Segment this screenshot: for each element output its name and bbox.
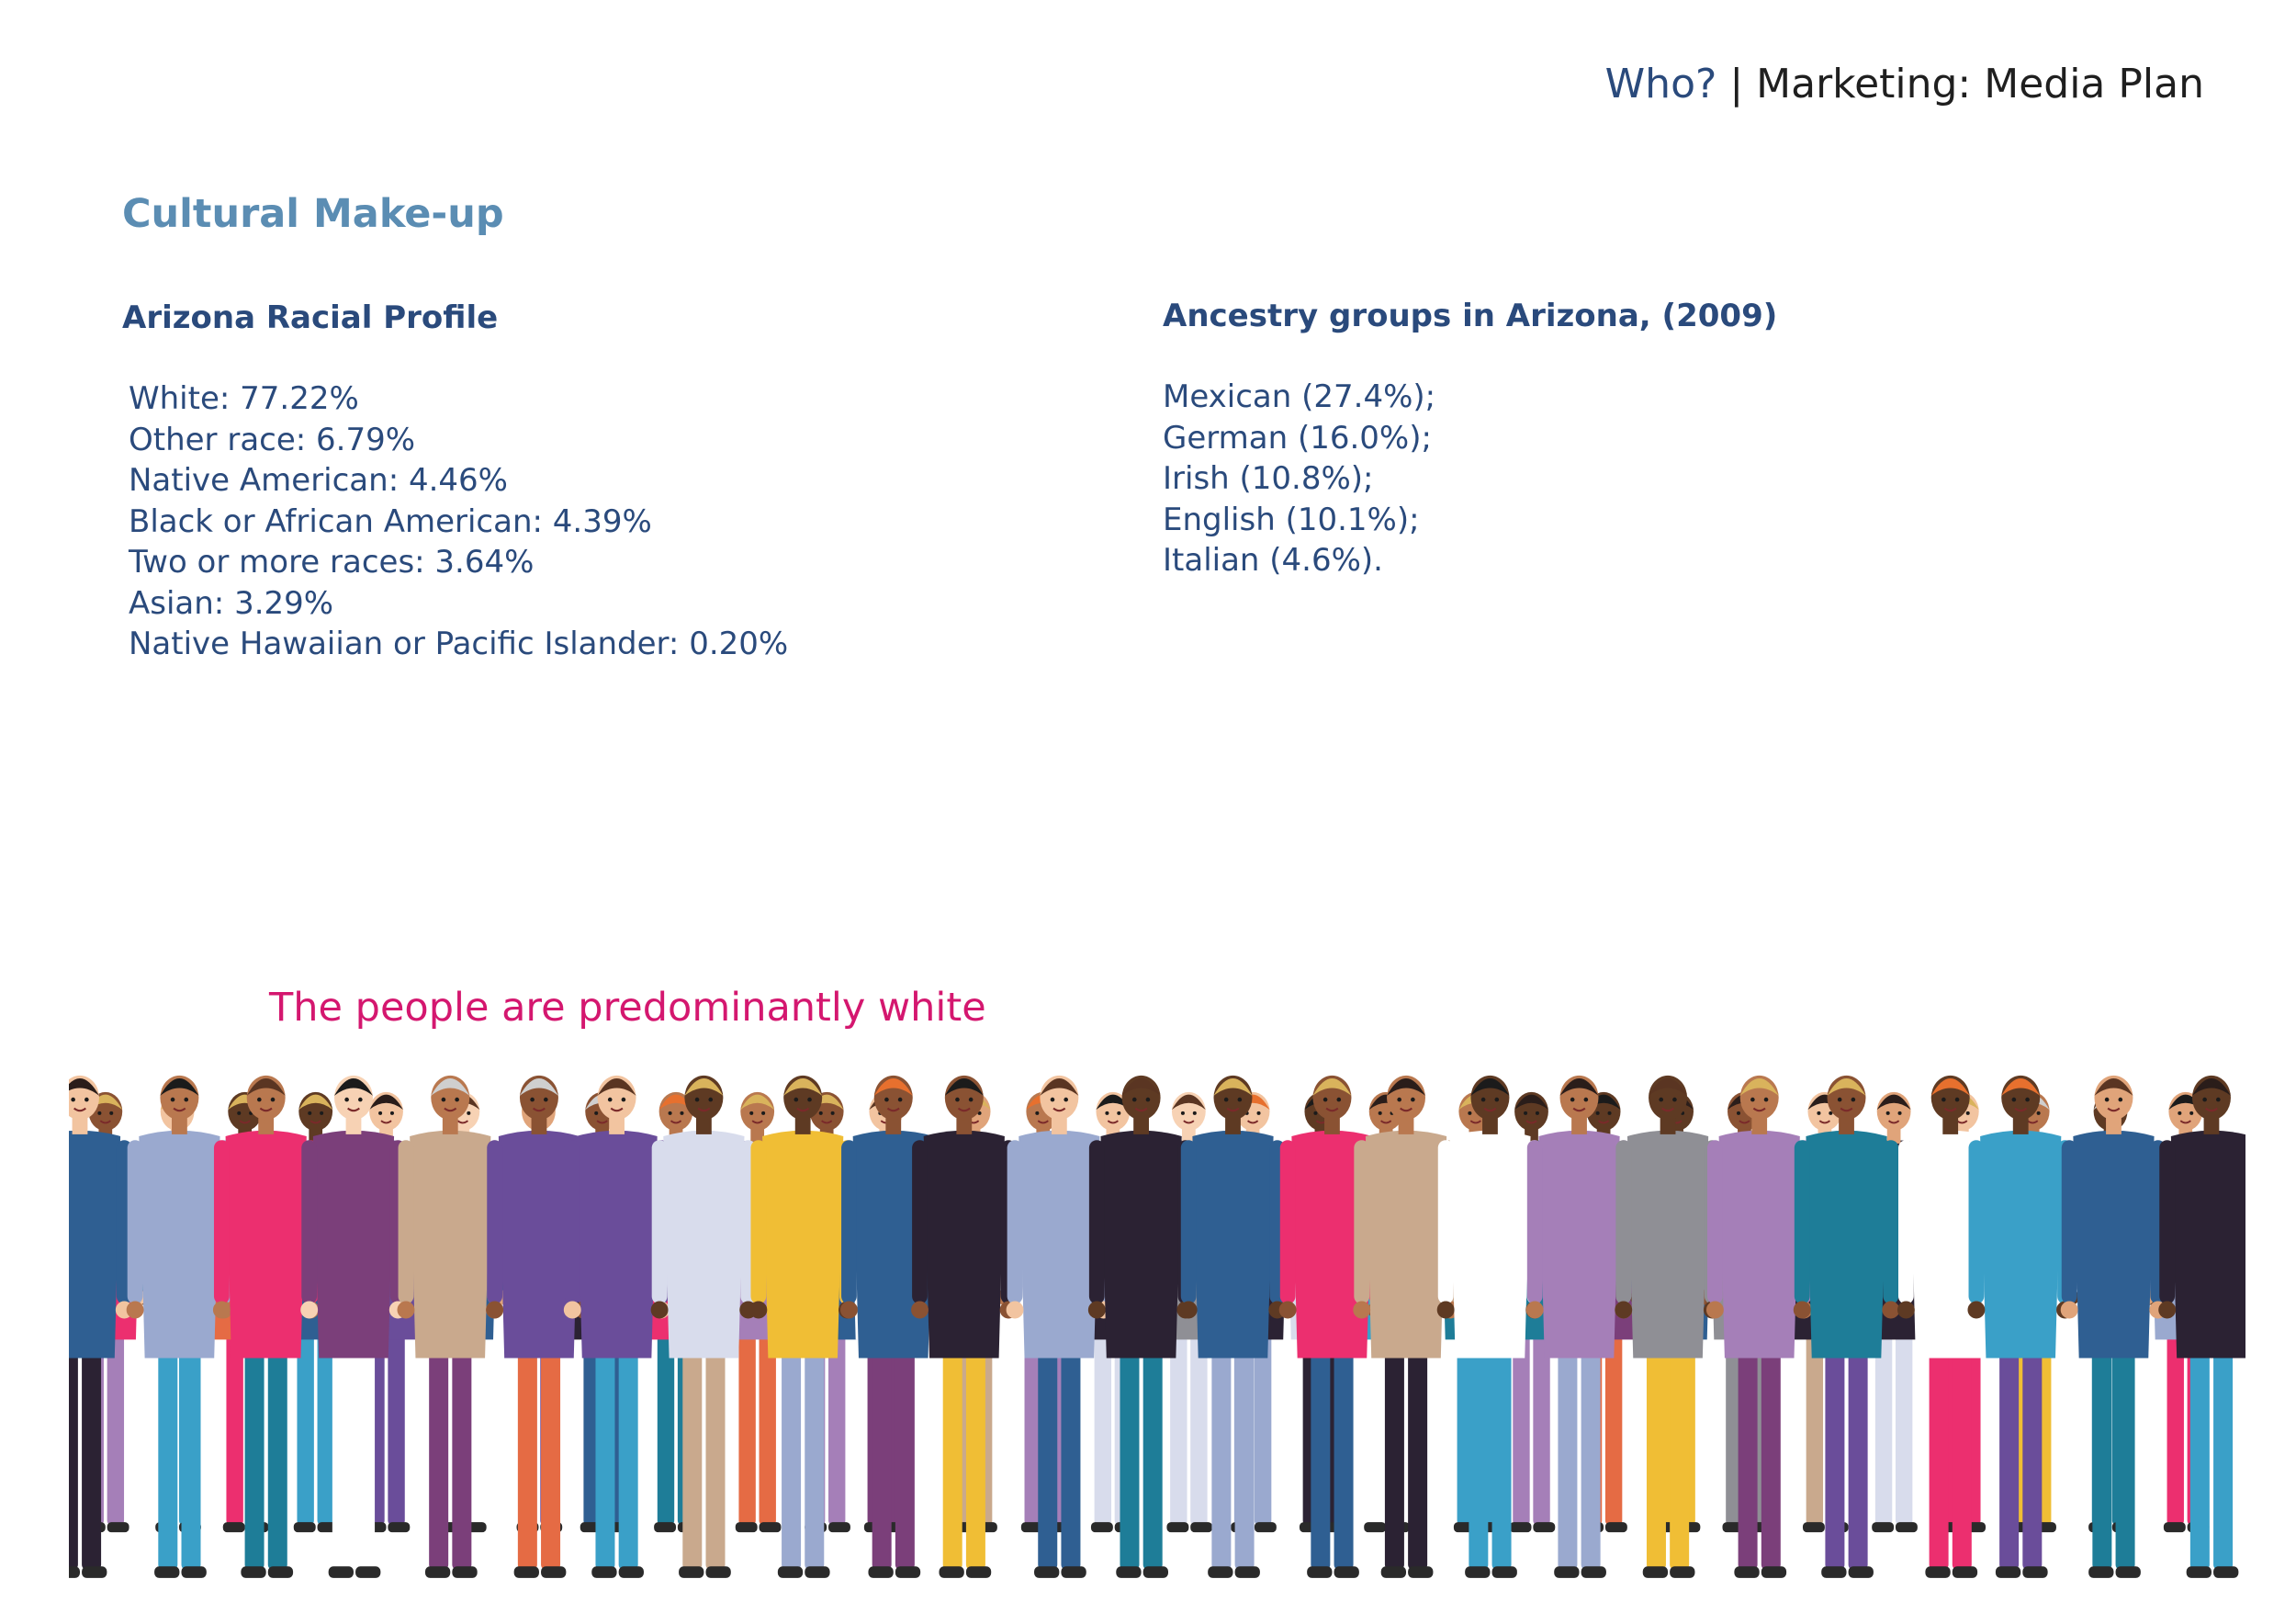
racial-profile-item: Black or African American: 4.39% bbox=[129, 502, 652, 540]
page-header: Who? | Marketing: Media Plan bbox=[1605, 61, 2204, 107]
ancestry-item: Irish (10.8%); bbox=[1163, 460, 1374, 497]
ancestry-item: German (16.0%); bbox=[1163, 419, 1432, 457]
crowd-person bbox=[2158, 1075, 2245, 1578]
crowd-person bbox=[1615, 1075, 1721, 1578]
crowd-person bbox=[1179, 1075, 1287, 1578]
ancestry-list: Mexican (27.4%); German (16.0%); Irish (10… bbox=[1163, 377, 1435, 581]
caption: The people are predominantly white bbox=[269, 985, 986, 1031]
racial-profile-item: Other race: 6.79% bbox=[129, 421, 416, 458]
racial-profile-list: White: 77.22% Other race: 6.79% Native Ame… bbox=[129, 378, 788, 665]
racial-profile-item: White: 77.22% bbox=[129, 380, 359, 417]
racial-profile-heading: Arizona Racial Profile bbox=[122, 299, 499, 336]
crowd-person bbox=[1793, 1075, 1900, 1578]
crowd-person bbox=[300, 1075, 407, 1578]
racial-profile-item: Native American: 4.46% bbox=[129, 462, 508, 499]
crowd-person bbox=[911, 1075, 1018, 1578]
header-title: | Marketing: Media Plan bbox=[1716, 61, 2204, 107]
ancestry-item: Mexican (27.4%); bbox=[1163, 378, 1436, 415]
crowd-person bbox=[69, 1075, 133, 1578]
diverse-crowd-illustration bbox=[69, 1075, 2245, 1578]
section-title: Cultural Make-up bbox=[122, 191, 504, 237]
racial-profile-item: Native Hawaiian or Pacific Islander: 0.2… bbox=[129, 626, 789, 662]
racial-profile-item: Two or more races: 3.64% bbox=[129, 544, 535, 581]
ancestry-item: Italian (4.6%). bbox=[1163, 542, 1383, 579]
crowd-person bbox=[1087, 1075, 1195, 1578]
crowd-person bbox=[563, 1075, 670, 1578]
header-who: Who? bbox=[1604, 61, 1717, 107]
racial-profile-item: Asian: 3.29% bbox=[129, 584, 334, 622]
ancestry-heading: Ancestry groups in Arizona, (2009) bbox=[1163, 298, 1778, 334]
crowd-person bbox=[650, 1075, 758, 1578]
crowd-person bbox=[1967, 1075, 2074, 1578]
ancestry-item: English (10.1%); bbox=[1163, 501, 1420, 538]
